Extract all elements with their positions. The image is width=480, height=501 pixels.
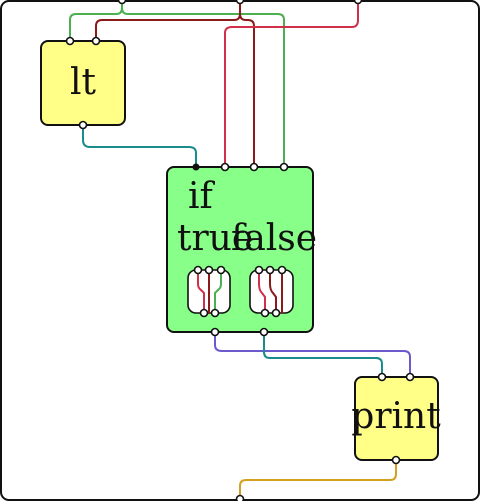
node-if[interactable]: if true false [166, 166, 317, 333]
canvas-input-port-3[interactable] [353, 0, 363, 5]
canvas-output-port[interactable] [235, 494, 245, 501]
lt-input-port-left[interactable] [65, 36, 75, 46]
lt-node-label: lt [70, 62, 97, 103]
wire-teal-lt-to-if[interactable] [82, 124, 197, 168]
if-input-port-4[interactable] [279, 162, 289, 172]
node-print[interactable]: print [351, 376, 441, 461]
lt-output-port[interactable] [78, 120, 88, 130]
canvas-input-port-2[interactable] [235, 0, 245, 5]
if-true-subblock[interactable] [187, 265, 231, 318]
wire-teal-if-to-print[interactable] [263, 331, 383, 378]
if-false-subblock[interactable] [249, 265, 294, 318]
if-true-label: true [177, 218, 253, 259]
if-output-port-false[interactable] [259, 327, 269, 337]
ports [65, 0, 415, 501]
if-condition-port[interactable] [192, 163, 200, 171]
if-false-label: false [231, 218, 317, 259]
print-output-port[interactable] [391, 455, 401, 465]
wire-crimson-to-if[interactable] [224, 0, 359, 168]
print-input-port-right[interactable] [405, 372, 415, 382]
node-lt[interactable]: lt [40, 40, 126, 126]
canvas-input-port-1[interactable] [117, 0, 127, 5]
lt-input-port-right[interactable] [91, 36, 101, 46]
wire-green-to-if[interactable] [121, 7, 285, 168]
wire-darkred-to-if[interactable] [239, 13, 255, 168]
print-node-label: print [351, 396, 441, 437]
if-input-port-3[interactable] [249, 162, 259, 172]
if-output-port-true[interactable] [210, 327, 220, 337]
wire-gold-print-out[interactable] [239, 459, 397, 501]
wire-purple-if-to-print[interactable] [214, 331, 411, 378]
if-input-port-2[interactable] [220, 162, 230, 172]
if-node-label: if [188, 176, 216, 217]
print-input-port-left[interactable] [377, 372, 387, 382]
wires [69, 0, 411, 501]
